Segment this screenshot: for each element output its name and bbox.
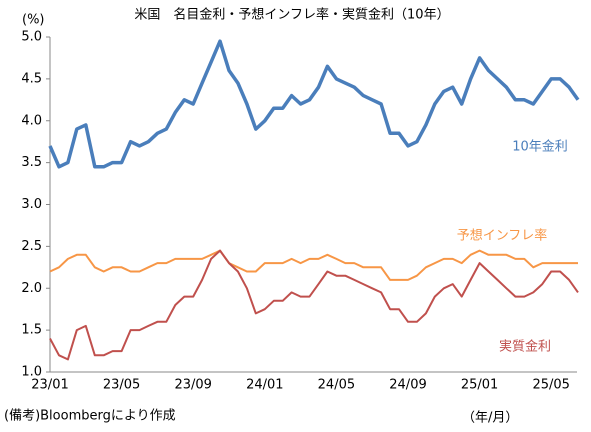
y-tick-label: 1.5 (21, 323, 42, 338)
series-line (48, 39, 580, 169)
series-label: 実質金利 (499, 339, 551, 355)
x-unit: （年/月） (462, 411, 518, 426)
y-tick-label: 3.0 (21, 197, 42, 212)
y-tick-label: 4.5 (21, 71, 42, 86)
y-tick-label: 1.0 (21, 365, 42, 380)
x-tick-label: 25/05 (532, 378, 569, 393)
x-tick-label: 24/09 (389, 378, 426, 393)
x-tick-label: 24/01 (246, 378, 283, 393)
x-tick-label: 23/01 (31, 378, 68, 393)
series-label: 予想インフレ率 (457, 228, 548, 244)
x-tick-label: 23/05 (103, 378, 140, 393)
y-tick-label: 2.5 (21, 239, 42, 254)
series-line (49, 249, 579, 361)
y-tick-label: 4.0 (21, 113, 42, 128)
note: (備考)Bloombergにより作成 (4, 408, 176, 424)
x-tick-label: 23/09 (174, 378, 211, 393)
x-tick-label: 24/05 (318, 378, 355, 393)
y-tick-label: 3.5 (21, 155, 42, 170)
series-line (49, 249, 578, 281)
x-tick-label: 25/01 (461, 378, 498, 393)
series-label: 10年金利 (512, 139, 568, 155)
y-tick-label: 2.0 (21, 281, 42, 296)
y-tick-label: 5.0 (21, 30, 42, 45)
chart-title: 米国 名目金利・予想インフレ率・実質金利（10年） (134, 7, 449, 23)
y-unit: (%) (22, 13, 45, 28)
